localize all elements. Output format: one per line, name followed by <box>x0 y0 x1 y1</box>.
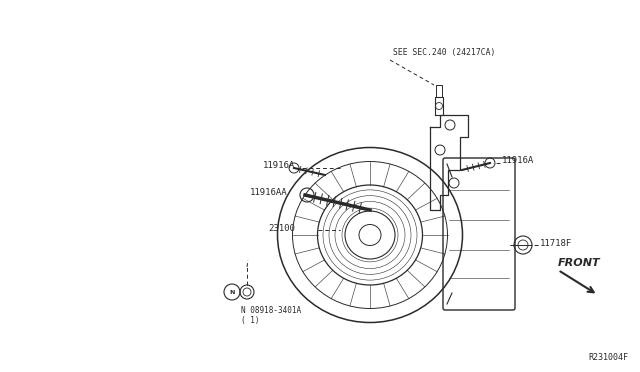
Text: ( 1): ( 1) <box>241 316 259 325</box>
Text: N 08918-3401A: N 08918-3401A <box>241 306 301 315</box>
Text: SEE SEC.240 (24217CA): SEE SEC.240 (24217CA) <box>393 48 495 57</box>
Text: 11718F: 11718F <box>540 238 572 247</box>
Text: N: N <box>229 291 235 295</box>
Text: 11916AA: 11916AA <box>250 187 287 196</box>
Text: 11916A: 11916A <box>502 155 534 164</box>
Text: 11916A: 11916A <box>263 160 295 170</box>
Text: R231004F: R231004F <box>588 353 628 362</box>
Text: 23100: 23100 <box>268 224 295 232</box>
Text: FRONT: FRONT <box>558 258 600 268</box>
